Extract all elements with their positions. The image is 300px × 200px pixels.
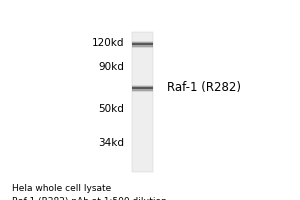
Bar	[132, 32, 153, 172]
Bar	[132, 45, 153, 48]
Text: 50kd: 50kd	[99, 104, 124, 114]
Text: 120kd: 120kd	[92, 38, 124, 48]
Bar	[132, 88, 153, 91]
Bar	[132, 85, 153, 87]
Bar	[132, 41, 153, 43]
Bar	[132, 86, 153, 88]
Bar	[132, 89, 153, 92]
Bar	[132, 42, 153, 44]
Bar	[132, 44, 153, 47]
Text: Raf-1 (R282): Raf-1 (R282)	[167, 81, 241, 94]
Text: 90kd: 90kd	[99, 62, 124, 72]
Bar	[132, 43, 153, 45]
Text: 34kd: 34kd	[98, 138, 124, 148]
Bar	[132, 87, 153, 89]
Text: Hela whole cell lysate
Raf-1 (R282) pAb at 1:500 dilution: Hela whole cell lysate Raf-1 (R282) pAb …	[12, 184, 167, 200]
